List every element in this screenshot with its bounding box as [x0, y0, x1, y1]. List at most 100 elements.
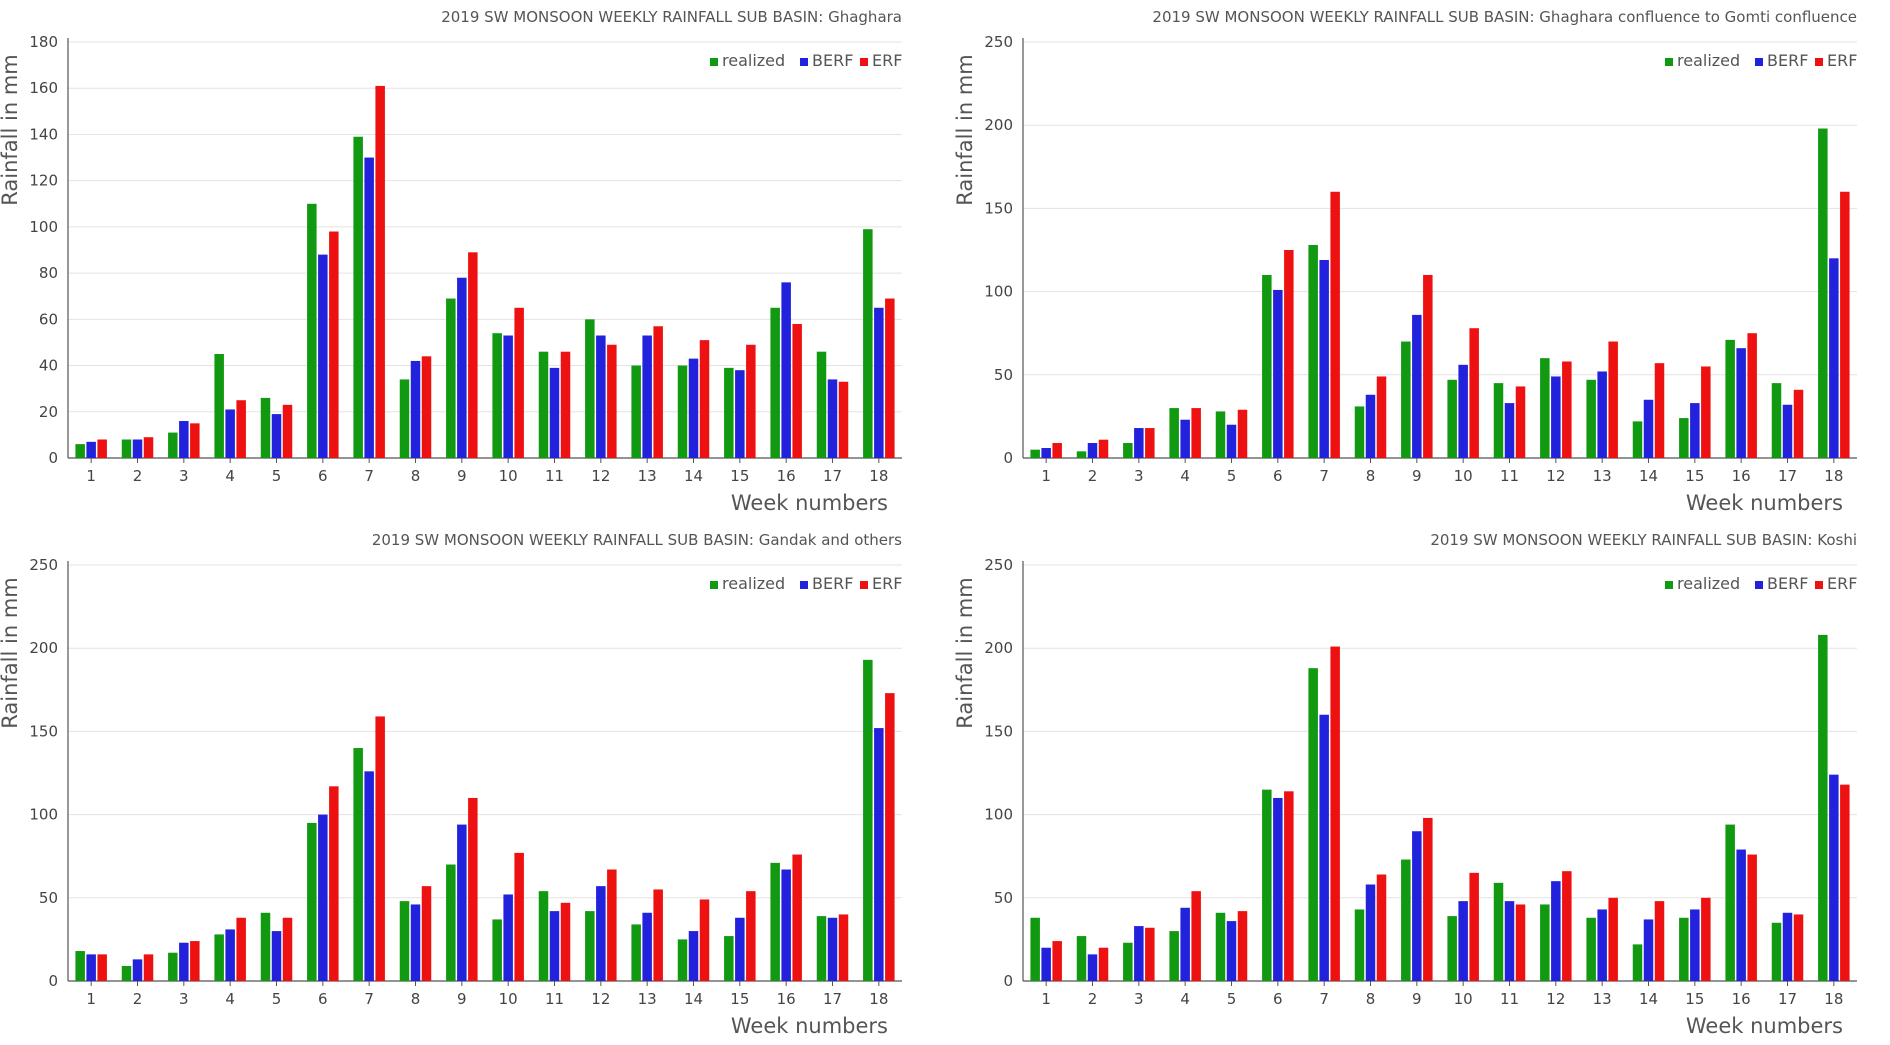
bar-erf	[236, 400, 246, 458]
y-tick-label: 180	[29, 33, 58, 51]
bar-realized	[816, 916, 827, 981]
x-tick-label: 1	[86, 990, 96, 1008]
bar-berf	[86, 954, 96, 981]
bar-berf	[827, 379, 838, 458]
bar-erf	[282, 404, 293, 458]
bar-erf	[1423, 274, 1433, 458]
bar-berf	[827, 917, 838, 981]
y-tick-label: 20	[39, 403, 58, 421]
bar-berf	[874, 728, 884, 981]
bar-berf	[549, 911, 560, 981]
x-tick-label: 2	[1088, 990, 1098, 1008]
bar-erf	[792, 323, 802, 458]
bar-erf	[143, 954, 154, 981]
y-axis-title: Rainfall in mm	[0, 54, 22, 205]
bar-realized	[1540, 358, 1550, 458]
bar-realized	[1308, 668, 1318, 981]
bar-erf	[699, 340, 710, 458]
bar-berf	[86, 441, 96, 458]
legend-swatch-berf	[1755, 581, 1763, 589]
bar-berf	[318, 814, 328, 981]
y-tick-label: 0	[48, 449, 58, 467]
bar-realized	[585, 911, 595, 981]
chart-koshi: 2019 SW MONSOON WEEKLY RAINFALL SUB BASI…	[955, 531, 1857, 1038]
bar-berf	[271, 931, 282, 981]
bar-berf	[781, 869, 791, 981]
legend-label-berf: BERF	[1767, 51, 1808, 70]
bar-berf	[781, 282, 791, 458]
bar-erf	[1701, 897, 1711, 981]
x-tick-label: 5	[272, 990, 282, 1008]
x-tick-label: 2	[133, 467, 143, 485]
x-tick-label: 1	[1041, 467, 1051, 485]
legend-label-erf: ERF	[1827, 574, 1857, 593]
bar-berf	[503, 335, 513, 458]
bar-berf	[457, 824, 467, 981]
bar-berf	[1458, 364, 1468, 458]
bar-erf	[1747, 854, 1757, 981]
bar-realized	[492, 919, 502, 981]
bar-realized	[1586, 379, 1596, 458]
y-axis-title: Rainfall in mm	[955, 577, 977, 728]
x-tick-label: 3	[1134, 467, 1144, 485]
bar-erf	[1237, 911, 1248, 981]
bar-berf	[1458, 901, 1468, 981]
y-tick-label: 100	[29, 218, 58, 236]
y-tick-label: 0	[48, 972, 58, 990]
x-tick-label: 4	[1180, 990, 1190, 1008]
x-tick-label: 18	[869, 467, 888, 485]
x-tick-label: 16	[1732, 990, 1751, 1008]
bar-berf	[364, 771, 374, 981]
bar-realized	[1030, 449, 1040, 458]
bar-erf	[1562, 361, 1572, 458]
legend-label-erf: ERF	[872, 574, 902, 593]
bar-realized	[307, 822, 317, 981]
legend-swatch-erf	[1815, 581, 1823, 589]
x-tick-label: 6	[318, 990, 328, 1008]
x-tick-label: 11	[1500, 467, 1519, 485]
bar-realized	[1215, 411, 1226, 458]
legend-swatch-berf	[800, 581, 808, 589]
bar-berf	[132, 959, 143, 981]
bar-berf	[1551, 881, 1561, 981]
bar-realized	[1262, 274, 1272, 458]
x-tick-label: 15	[1685, 467, 1704, 485]
bar-realized	[1169, 931, 1179, 981]
bar-realized	[1725, 339, 1735, 458]
bar-erf	[1840, 784, 1850, 981]
bar-realized	[492, 333, 502, 458]
x-tick-label: 18	[1824, 990, 1843, 1008]
y-tick-label: 250	[29, 556, 58, 574]
legend-label-erf: ERF	[1827, 51, 1857, 70]
bar-realized	[1586, 917, 1596, 981]
bar-berf	[1365, 394, 1376, 458]
x-tick-label: 17	[823, 990, 842, 1008]
y-tick-label: 50	[994, 366, 1013, 384]
x-tick-label: 10	[499, 467, 518, 485]
bar-realized	[1076, 936, 1087, 981]
y-tick-label: 100	[984, 806, 1013, 824]
bar-realized	[1493, 882, 1504, 981]
x-tick-label: 3	[1134, 990, 1144, 1008]
x-tick-label: 1	[1041, 990, 1051, 1008]
x-axis-title: Week numbers	[1686, 491, 1843, 515]
x-tick-label: 15	[730, 467, 749, 485]
bar-berf	[1504, 403, 1515, 458]
bar-realized	[631, 924, 641, 981]
x-tick-label: 17	[1778, 467, 1797, 485]
legend-swatch-realized	[1665, 581, 1673, 589]
x-tick-label: 4	[225, 990, 235, 1008]
y-tick-label: 200	[29, 639, 58, 657]
x-tick-label: 13	[638, 990, 657, 1008]
bar-berf	[735, 917, 745, 981]
bar-erf	[1423, 817, 1433, 981]
bar-berf	[1273, 289, 1283, 458]
x-tick-label: 3	[179, 467, 189, 485]
bar-realized	[585, 319, 595, 458]
bar-realized	[770, 307, 780, 458]
x-tick-label: 7	[364, 467, 374, 485]
x-tick-label: 7	[1319, 990, 1329, 1008]
bar-realized	[307, 203, 317, 458]
bar-erf	[560, 902, 571, 981]
x-tick-label: 18	[869, 990, 888, 1008]
